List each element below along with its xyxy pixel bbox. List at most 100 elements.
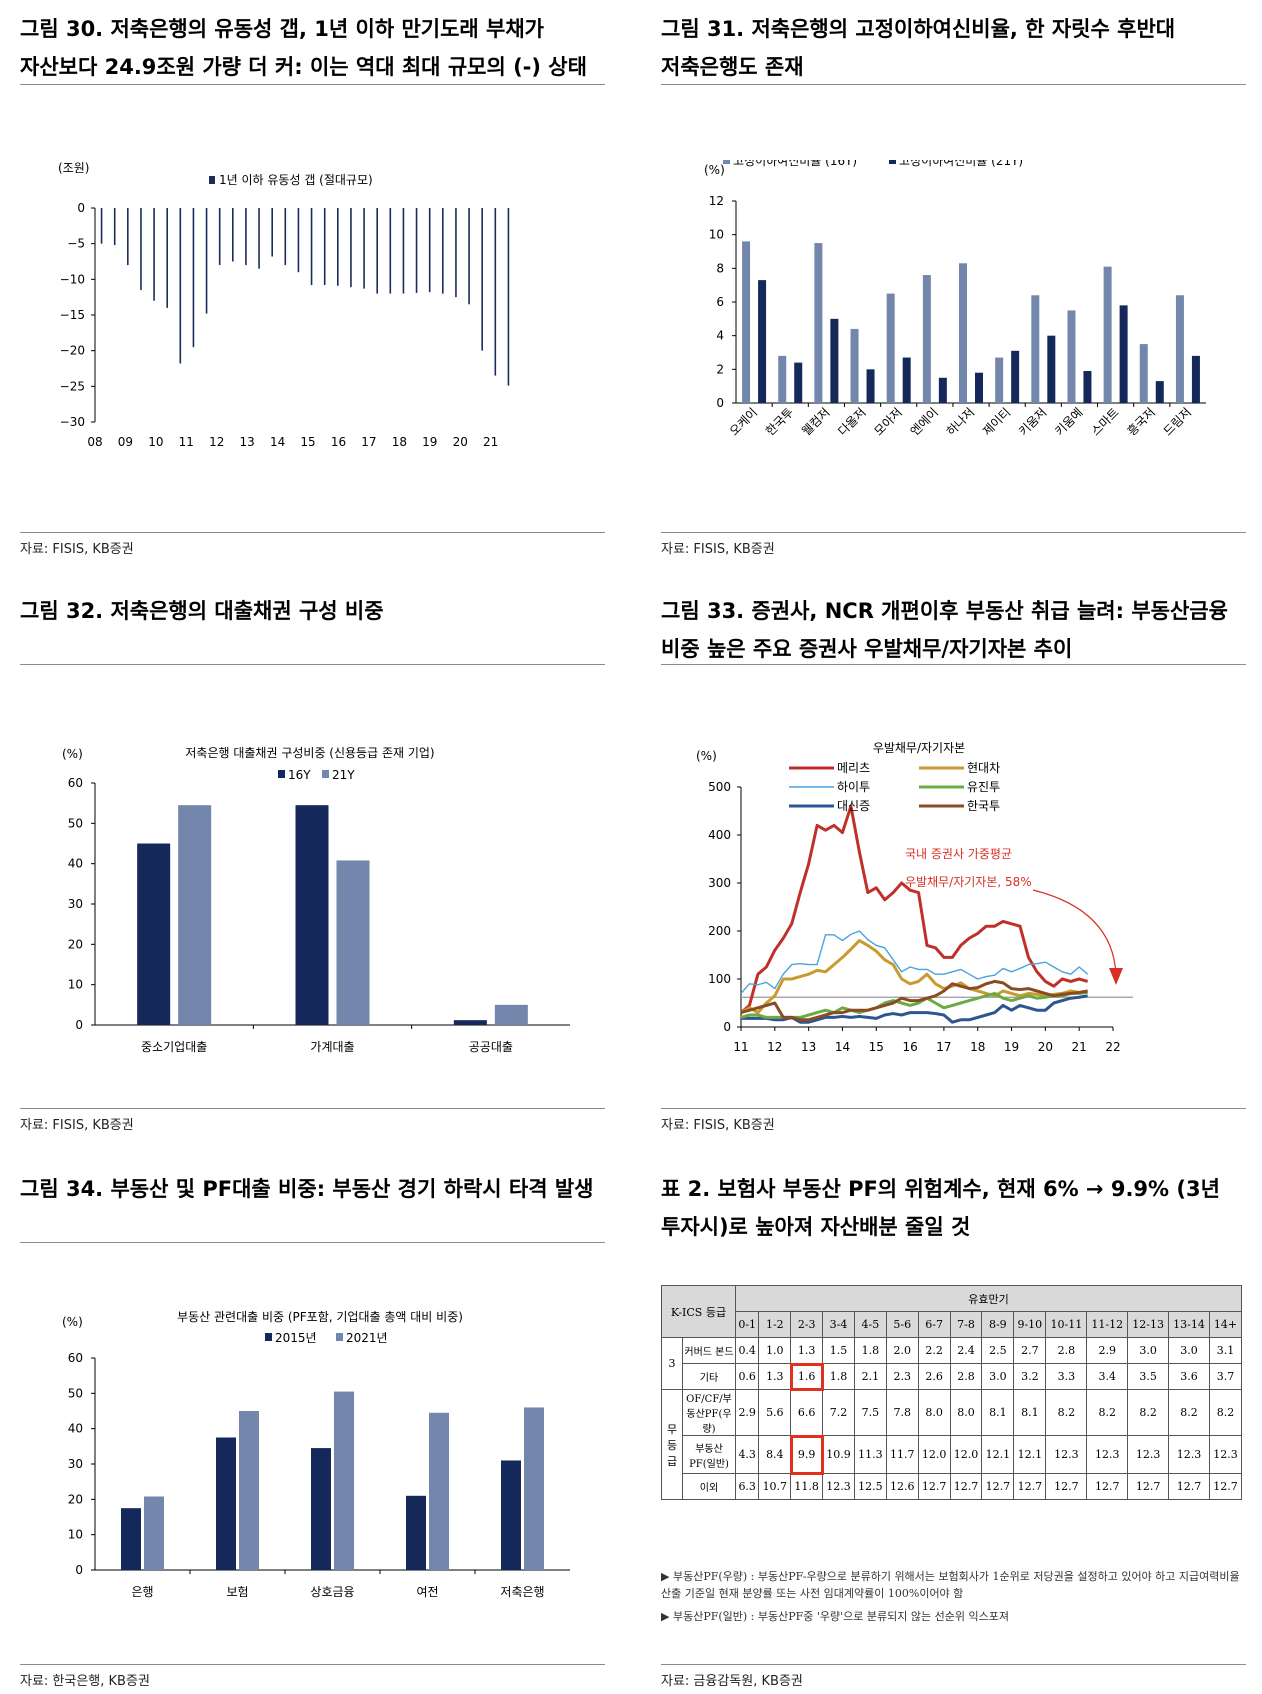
table-cell: 5.6	[758, 1389, 792, 1436]
table-cell: 3.1	[1208, 1337, 1243, 1364]
table-cell: 2.2	[917, 1337, 951, 1364]
fig33-x-tick-label: 12	[767, 1040, 782, 1054]
table2-notes: ▶ 부동산PF(우량) : 부동산PF-우량으로 분류하기 위해서는 보험회사가…	[661, 1568, 1246, 1631]
fig31-y-tick-label: 12	[709, 194, 724, 208]
fig32-y-tick-label: 0	[75, 1018, 83, 1032]
table-cell: 8.2	[1127, 1389, 1170, 1436]
fig30-legend-label: 1년 이하 유동성 갭 (절대규모)	[219, 173, 373, 187]
fig31-x-tick-label: 모아저	[871, 405, 904, 438]
fig34-source: 자료: 한국은행, KB증권	[20, 1674, 150, 1689]
fig34-legend-swatch	[336, 1333, 343, 1341]
bucket-header: 3-4	[822, 1311, 855, 1338]
fig33-x-tick-label: 15	[869, 1040, 884, 1054]
table-cell: 12.7	[1168, 1473, 1210, 1500]
fig31-legend-swatch	[889, 160, 896, 164]
fig33-x-tick-label: 18	[970, 1040, 985, 1054]
fig33-x-tick-label: 17	[936, 1040, 951, 1054]
table-cell: 3.4	[1086, 1363, 1129, 1390]
table-cell: 10.7	[758, 1473, 792, 1500]
table-cell: 12.7	[1127, 1473, 1170, 1500]
fig34-unit-label: (%)	[62, 1315, 83, 1329]
bucket-header: 4-5	[853, 1311, 887, 1338]
fig31-x-tick-label: 하나저	[944, 405, 977, 438]
fig34-bar	[121, 1508, 141, 1570]
table-cell: 12.1	[1013, 1435, 1047, 1474]
fig33-title-line2: 비중 높은 주요 증권사 우발채무/자기자본 추이	[661, 637, 1073, 661]
fig32-bottom-rule	[20, 1108, 605, 1109]
table-cell: 3.0	[1127, 1337, 1170, 1364]
fig33-series-line	[740, 804, 1089, 1014]
table-cell: 12.0	[949, 1435, 983, 1474]
fig33-x-tick-label: 13	[801, 1040, 816, 1054]
table-cell: 1.6	[789, 1362, 824, 1391]
bucket-header: 7-8	[949, 1311, 983, 1338]
fig33-legend-label: 한국투	[967, 799, 1000, 813]
table-cell: 11.3	[853, 1435, 887, 1474]
fig33-legend-label: 하이투	[837, 780, 870, 794]
fig33-legend-label: 유진투	[967, 780, 1000, 794]
fig31-bar	[1175, 295, 1184, 403]
risk-coefficient-table: K-ICS 등급 유효만기 0-1 1-2 2-3 3-4 4-5 5-6 6-7 7-8 8-9 9…	[661, 1285, 1243, 1500]
fig32-bar	[295, 805, 329, 1025]
fig31-x-tick-label: 오케이	[727, 405, 760, 438]
fig32-y-tick-label: 20	[68, 937, 83, 951]
fig34-bottom-rule	[20, 1664, 605, 1665]
row-label: 부동산PF(일반)	[682, 1435, 736, 1474]
fig30-x-tick-label: 16	[331, 435, 346, 449]
fig33-y-tick-label: 200	[708, 924, 731, 938]
fig31-bar	[850, 328, 859, 403]
fig30-x-tick-label: 19	[422, 435, 437, 449]
fig30-y-tick-label: −10	[60, 272, 85, 286]
fig31-bar	[1119, 305, 1128, 403]
table-cell: 3.0	[1168, 1337, 1210, 1364]
fig30-x-tick-label: 15	[300, 435, 315, 449]
fig31-bar	[886, 293, 895, 403]
bucket-header: 9-10	[1013, 1311, 1047, 1338]
table-cell: 12.3	[1045, 1435, 1088, 1474]
fig31-legend-label: 고정이하여신비율 (16Y)	[733, 160, 857, 168]
fig33-series-line	[740, 979, 1088, 1022]
fig32-bar	[494, 1004, 528, 1025]
fig34-chart-title: 부동산 관련대출 비중 (PF포함, 기업대출 총액 대비 비중)	[177, 1310, 463, 1324]
bucket-header: 6-7	[917, 1311, 951, 1338]
fig33-y-tick-label: 0	[723, 1020, 731, 1034]
fig31-bar	[778, 355, 787, 403]
fig32-legend-swatch	[322, 770, 329, 778]
fig31-x-tick-label: 스마트	[1088, 405, 1121, 438]
table-cell: 7.8	[885, 1389, 919, 1436]
fig34-y-tick-label: 60	[68, 1351, 83, 1365]
group-label-3: 3	[661, 1337, 683, 1390]
fig33-top-rule	[661, 664, 1246, 665]
table-cell: 3.7	[1208, 1363, 1243, 1390]
fig33-series-line	[740, 939, 1088, 1015]
table-cell: 8.0	[917, 1389, 951, 1436]
fig33-y-tick-label: 500	[708, 780, 731, 794]
table2: K-ICS 등급 유효만기 0-1 1-2 2-3 3-4 4-5 5-6 6-7 7-8 8-9 9…	[661, 1285, 1243, 1500]
table-cell: 2.8	[1045, 1337, 1088, 1364]
fig31-y-tick-label: 10	[709, 228, 724, 242]
fig34-y-tick-label: 30	[68, 1457, 83, 1471]
fig33-chart: (%) 우발채무/자기자본 0 100 200 300 400 500 11 12 13 14 15 16…	[696, 741, 1133, 1054]
fig31-bar	[758, 280, 767, 403]
fig31-bar	[959, 263, 967, 403]
fig31-y-tick-label: 2	[716, 362, 724, 376]
bucket-header: 8-9	[981, 1311, 1015, 1338]
fig32-source: 자료: FISIS, KB증권	[20, 1118, 134, 1133]
table-cell: 12.3	[1086, 1435, 1129, 1474]
fig32-y-tick-label: 10	[68, 978, 83, 992]
table-cell: 1.3	[790, 1337, 824, 1364]
fig33-legend-label: 메리츠	[837, 761, 870, 775]
fig34-bar	[406, 1495, 426, 1570]
bucket-header: 12-13	[1127, 1311, 1170, 1338]
fig33-y-tick-label: 100	[708, 972, 731, 986]
fig33-title-line1: 그림 33. 증권사, NCR 개편이후 부동산 취급 늘려: 부동산금융	[661, 599, 1228, 623]
fig31-title-line2: 저축은행도 존재	[661, 55, 804, 79]
fig34-y-tick-label: 0	[75, 1563, 83, 1577]
fig34-legend-label: 2015년	[275, 1331, 317, 1345]
table-cell: 10.9	[822, 1435, 855, 1474]
fig33-y-tick-label: 400	[708, 828, 731, 842]
fig34-bar	[524, 1407, 544, 1570]
fig32-bar	[336, 860, 370, 1025]
header-kics: K-ICS 등급	[661, 1285, 736, 1338]
table-cell: 8.2	[1208, 1389, 1243, 1436]
